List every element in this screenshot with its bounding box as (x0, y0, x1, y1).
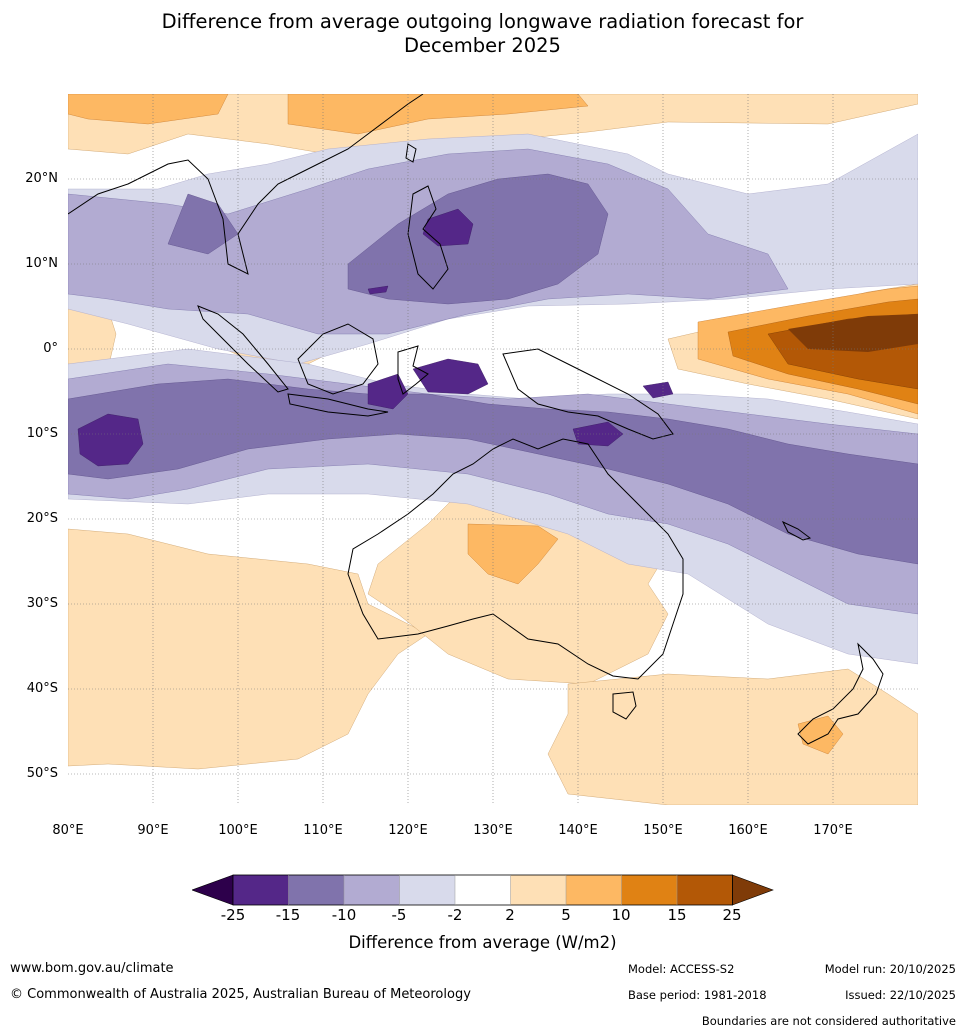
sumatra-coastline (197, 305, 289, 393)
colorbar-bin-6 (510, 875, 566, 905)
anomaly-map (68, 94, 918, 805)
colorbar-tick-25: 25 (722, 906, 742, 924)
model-run-date: Model run: 20/10/2025 (824, 962, 956, 976)
colorbar-tick-m15: -15 (275, 906, 301, 924)
colorbar-tick-2: 2 (505, 906, 515, 924)
lat-label-40s: 40°S (26, 681, 58, 696)
lon-label-160e: 160°E (728, 823, 768, 838)
colorbar-extend-high (732, 874, 774, 906)
map-title: Difference from average outgoing longwav… (0, 10, 965, 58)
boundaries-disclaimer: Boundaries are not considered authoritat… (701, 1014, 956, 1028)
lon-label-80e: 80°E (52, 823, 84, 838)
gridlines (68, 94, 918, 805)
colorbar-tick-m25: -25 (220, 906, 246, 924)
lon-label-100e: 100°E (218, 823, 258, 838)
colorbar (192, 874, 774, 906)
lon-label-90e: 90°E (137, 823, 169, 838)
map-title-line1: Difference from average outgoing longwav… (161, 10, 804, 33)
lat-label-20n: 20°N (25, 171, 58, 186)
anomaly-zone-medium-purple (68, 173, 918, 565)
lat-label-20s: 20°S (26, 511, 58, 526)
anomaly-zone-darkest-brown (788, 314, 918, 352)
borneo-coastline (297, 323, 379, 395)
taiwan-coastline (405, 143, 417, 163)
lon-label-170e: 170°E (813, 823, 853, 838)
website-link[interactable]: www.bom.gov.au/climate (10, 961, 174, 976)
lon-label-130e: 130°E (473, 823, 513, 838)
colorbar-bin-4 (399, 875, 455, 905)
model-name: Model: ACCESS-S2 (628, 962, 735, 976)
lon-label-120e: 120°E (388, 823, 428, 838)
colorbar-tick-m10: -10 (331, 906, 357, 924)
colorbar-outline (232, 874, 733, 906)
colorbar-tick-m2: -2 (447, 906, 463, 924)
colorbar-tick-m5: -5 (391, 906, 407, 924)
coastlines (68, 94, 884, 745)
australia-coastline (347, 438, 684, 680)
colorbar-bin-5 (455, 875, 511, 905)
colorbar-label: Difference from average (W/m2) (348, 933, 617, 952)
issued-date: Issued: 22/10/2025 (845, 988, 956, 1002)
asia-coastline (68, 94, 424, 275)
colorbar-tick-10: 10 (611, 906, 631, 924)
base-period: Base period: 1981-2018 (628, 988, 767, 1002)
new-caledonia-coastline (781, 520, 812, 541)
sulawesi-coastline (397, 345, 429, 395)
colorbar-bin-9 (677, 875, 733, 905)
lon-label-140e: 140°E (558, 823, 598, 838)
tasmania-coastline (612, 691, 637, 720)
lon-label-150e: 150°E (643, 823, 683, 838)
colorbar-bin-7 (566, 875, 622, 905)
java-coastline (287, 393, 389, 417)
lat-label-30s: 30°S (26, 596, 58, 611)
colorbar-extend-low (192, 874, 234, 906)
lat-label-10n: 10°N (25, 256, 58, 271)
lon-label-110e: 110°E (303, 823, 343, 838)
colorbar-bin-3 (344, 875, 400, 905)
new-zealand-coastline (797, 642, 884, 745)
lat-label-10s: 10°S (26, 426, 58, 441)
copyright-notice: © Commonwealth of Australia 2025, Austra… (10, 987, 471, 1002)
lat-label-50s: 50°S (26, 766, 58, 781)
anomaly-zone-dark-purple (77, 208, 674, 467)
colorbar-tick-5: 5 (561, 906, 571, 924)
lat-label-equator: 0° (43, 341, 58, 356)
colorbar-bin-1 (233, 875, 289, 905)
philippines-coastline (407, 185, 449, 290)
map-title-line2: December 2025 (404, 34, 561, 57)
colorbar-bin-8 (621, 875, 677, 905)
colorbar-tick-15: 15 (667, 906, 687, 924)
colorbar-bin-2 (288, 875, 344, 905)
